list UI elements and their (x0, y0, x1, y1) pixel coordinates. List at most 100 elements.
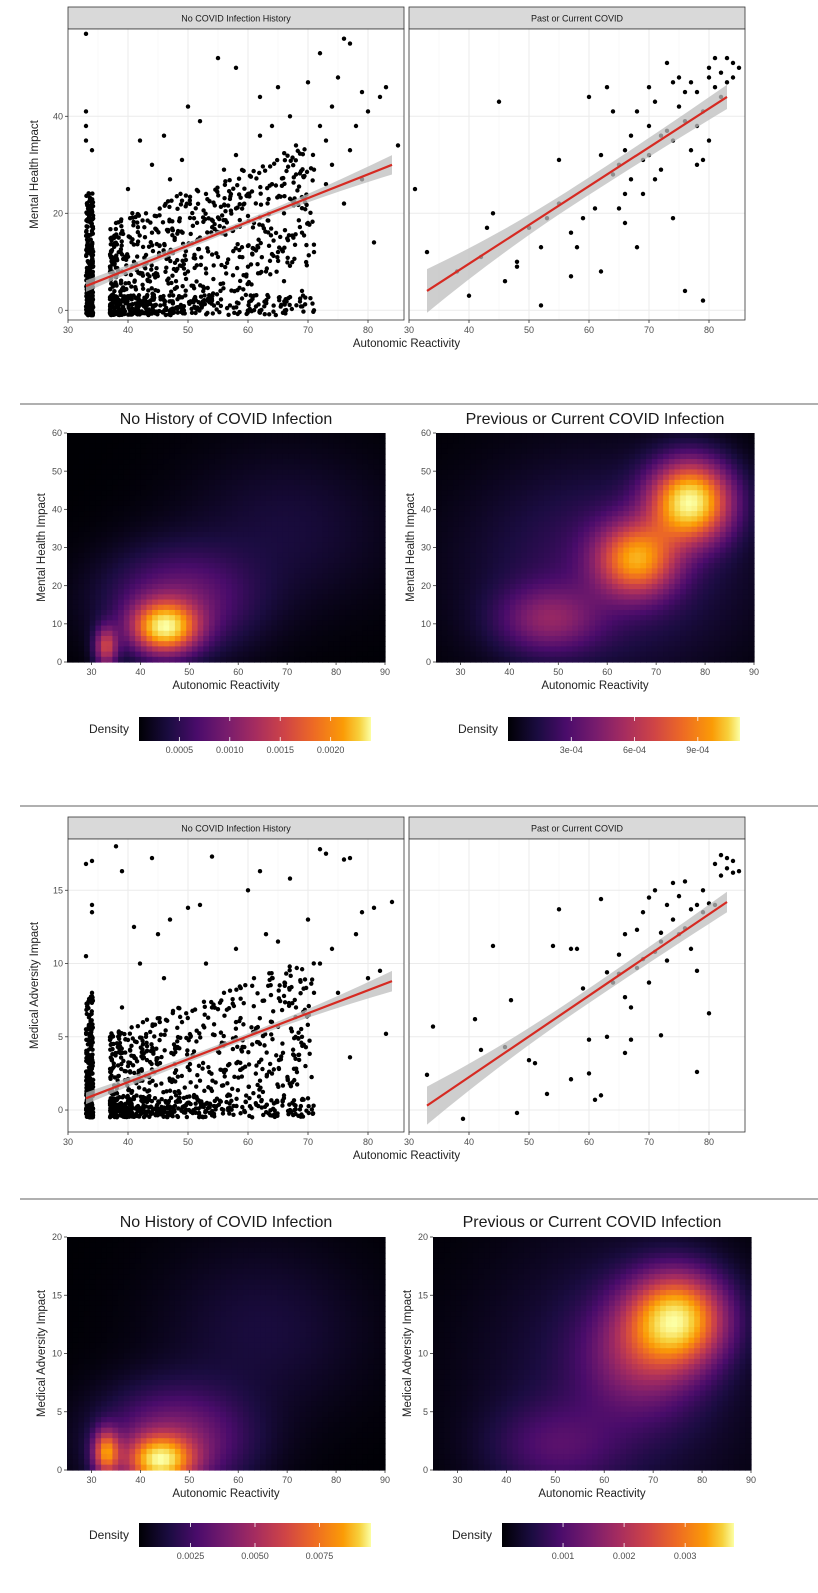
density-cell (112, 500, 119, 507)
density-cell (180, 438, 187, 445)
density-cell (248, 609, 255, 616)
density-cell (600, 438, 607, 445)
density-cell (322, 464, 329, 471)
density-cell (668, 459, 676, 465)
density-cell (453, 443, 460, 450)
density-cell (379, 474, 386, 481)
density-cell (271, 490, 278, 497)
density-cell (515, 459, 522, 465)
density-cell (174, 495, 182, 502)
density-cell (566, 433, 573, 439)
data-point (235, 242, 240, 247)
density-cell (606, 448, 613, 455)
density-cell (197, 589, 204, 595)
density-cell (271, 469, 278, 476)
density-cell (248, 615, 255, 621)
density-cell (328, 568, 335, 575)
density-cell (106, 594, 114, 601)
density-cell (532, 505, 539, 512)
data-point (214, 251, 219, 256)
density-cell (203, 630, 210, 637)
density-cell (106, 511, 114, 517)
density-cell (646, 516, 653, 523)
density-cell (623, 505, 630, 512)
density-cell (481, 438, 488, 445)
data-point (268, 272, 273, 277)
density-cell (663, 464, 670, 471)
density-cell (441, 490, 448, 497)
density-cell (186, 625, 193, 632)
density-cell (248, 604, 255, 611)
density-cell (481, 516, 488, 523)
density-cell (566, 448, 573, 455)
density-cell (180, 511, 187, 517)
density-cell (299, 641, 307, 647)
density-cell (328, 479, 335, 486)
density-cell (265, 583, 273, 590)
density-cell (475, 490, 483, 497)
density-cell (226, 547, 233, 554)
density-cell (174, 583, 182, 590)
density-cell (72, 474, 79, 481)
density-cell (101, 490, 108, 497)
density-cell (231, 552, 238, 559)
data-point (222, 195, 227, 201)
x-tick-label: 60 (584, 325, 594, 335)
density-cell (481, 459, 488, 465)
data-point (304, 263, 310, 268)
density-cell (719, 479, 727, 486)
x-tick-label: 40 (135, 667, 145, 677)
density-cell (719, 516, 727, 523)
density-cell (350, 464, 358, 471)
density-cell (123, 521, 131, 528)
density-cell (521, 433, 528, 439)
density-cell (583, 474, 590, 481)
density-cell (634, 490, 642, 497)
density-cell (288, 620, 295, 627)
density-cell (101, 656, 108, 663)
density-cell (623, 453, 630, 460)
density-cell (89, 531, 96, 538)
density-cell (328, 557, 335, 564)
density-cell (174, 578, 182, 585)
density-cell (226, 630, 233, 637)
density-cell (106, 646, 114, 653)
density-cell (350, 490, 358, 497)
density-cell (504, 469, 511, 476)
density-cell (203, 646, 210, 653)
density-cell (277, 656, 284, 663)
data-point (143, 309, 149, 315)
data-point (236, 176, 242, 181)
density-cell (328, 526, 335, 533)
data-point (140, 282, 145, 287)
data-point (282, 302, 287, 307)
density-cell (203, 641, 210, 647)
data-point (179, 198, 185, 203)
density-cell (140, 474, 148, 481)
density-cell (197, 464, 204, 471)
density-cell (294, 542, 301, 549)
density-cell (123, 438, 131, 445)
density-cell (436, 500, 443, 507)
density-cell (373, 526, 380, 533)
density-cell (129, 474, 136, 481)
data-point (158, 303, 163, 308)
density-cell (725, 474, 732, 481)
density-cell (299, 563, 307, 569)
data-point (188, 231, 193, 237)
density-cell (322, 563, 329, 569)
density-cell (169, 438, 176, 445)
data-point (277, 298, 282, 303)
density-cell (447, 511, 454, 517)
data-point (292, 256, 297, 261)
data-point (706, 65, 712, 71)
density-cell (129, 557, 136, 564)
density-cell (333, 464, 341, 471)
density-cell (748, 521, 755, 528)
data-point (261, 226, 267, 231)
density-cell (691, 469, 698, 476)
data-point (219, 213, 225, 218)
density-cell (339, 609, 346, 616)
density-cell (186, 620, 193, 627)
density-cell (498, 459, 505, 465)
